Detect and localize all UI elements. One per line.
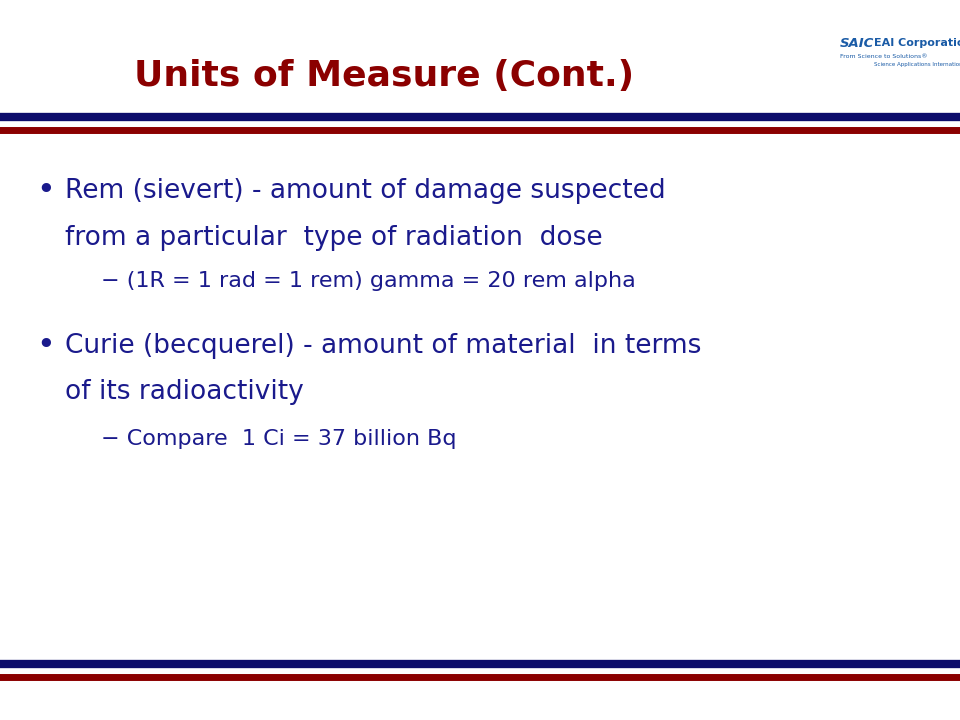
Text: SAIC: SAIC — [840, 37, 875, 50]
Text: From Science to Solutions®: From Science to Solutions® — [840, 54, 927, 58]
Text: from a particular  type of radiation  dose: from a particular type of radiation dose — [65, 225, 603, 251]
Text: •: • — [36, 175, 56, 207]
Text: EAI Corporation: EAI Corporation — [874, 38, 960, 48]
Text: Science Applications International Corporation: Science Applications International Corpo… — [874, 63, 960, 67]
Text: Curie (becquerel) - amount of material  in terms: Curie (becquerel) - amount of material i… — [65, 333, 702, 359]
Text: − Compare  1 Ci = 37 billion Bq: − Compare 1 Ci = 37 billion Bq — [101, 429, 456, 449]
Text: − (1R = 1 rad = 1 rem) gamma = 20 rem alpha: − (1R = 1 rad = 1 rem) gamma = 20 rem al… — [101, 271, 636, 291]
Text: of its radioactivity: of its radioactivity — [65, 379, 304, 405]
Text: •: • — [36, 330, 56, 361]
Text: Rem (sievert) - amount of damage suspected: Rem (sievert) - amount of damage suspect… — [65, 178, 666, 204]
Text: Units of Measure (Cont.): Units of Measure (Cont.) — [134, 58, 634, 93]
